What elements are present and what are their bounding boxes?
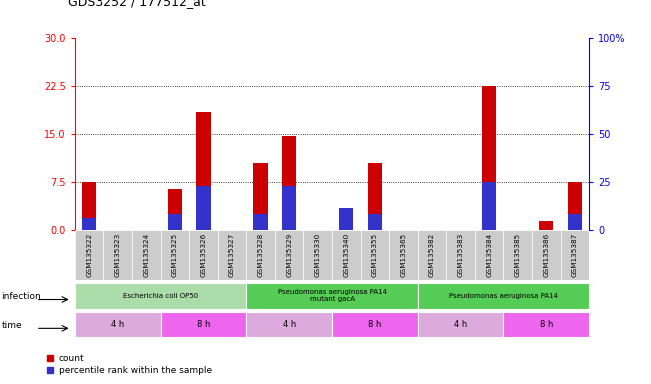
- Text: GSM135365: GSM135365: [400, 233, 406, 277]
- Bar: [503, 311, 589, 338]
- Text: GSM135330: GSM135330: [314, 233, 321, 277]
- Bar: [132, 230, 161, 280]
- Text: GSM135340: GSM135340: [343, 233, 350, 277]
- Text: GSM135326: GSM135326: [201, 233, 206, 277]
- Bar: [82, 182, 96, 230]
- Text: GSM135355: GSM135355: [372, 233, 378, 277]
- Text: Pseudomonas aeruginosa PA14: Pseudomonas aeruginosa PA14: [449, 293, 558, 299]
- Bar: [104, 230, 132, 280]
- Text: GSM135327: GSM135327: [229, 233, 235, 277]
- Text: GSM135325: GSM135325: [172, 233, 178, 277]
- Text: GSM135386: GSM135386: [544, 233, 549, 277]
- Bar: [75, 230, 104, 280]
- Text: GSM135385: GSM135385: [515, 233, 521, 277]
- Bar: [482, 86, 496, 230]
- Bar: [217, 230, 246, 280]
- Text: 8 h: 8 h: [540, 320, 553, 329]
- Text: GSM135383: GSM135383: [458, 233, 464, 277]
- Bar: [561, 230, 589, 280]
- Bar: [332, 311, 418, 338]
- Bar: [361, 230, 389, 280]
- Bar: [197, 185, 210, 230]
- Text: GSM135323: GSM135323: [115, 233, 120, 277]
- Text: GSM135382: GSM135382: [429, 233, 435, 277]
- Bar: [482, 182, 496, 230]
- Bar: [568, 214, 582, 230]
- Bar: [532, 230, 561, 280]
- Bar: [189, 230, 217, 280]
- Text: GSM135384: GSM135384: [486, 233, 492, 277]
- Text: 4 h: 4 h: [111, 320, 124, 329]
- Bar: [418, 230, 447, 280]
- Bar: [368, 163, 382, 230]
- Bar: [246, 311, 332, 338]
- Bar: [339, 208, 353, 230]
- Bar: [253, 214, 268, 230]
- Bar: [332, 230, 361, 280]
- Bar: [503, 230, 532, 280]
- Bar: [418, 283, 589, 309]
- Bar: [282, 185, 296, 230]
- Text: GSM135387: GSM135387: [572, 233, 578, 277]
- Bar: [275, 230, 303, 280]
- Bar: [389, 230, 418, 280]
- Text: GSM135329: GSM135329: [286, 233, 292, 277]
- Bar: [447, 230, 475, 280]
- Text: time: time: [1, 321, 22, 329]
- Bar: [368, 214, 382, 230]
- Bar: [253, 163, 268, 230]
- Text: 8 h: 8 h: [197, 320, 210, 329]
- Bar: [246, 230, 275, 280]
- Bar: [168, 189, 182, 230]
- Bar: [418, 311, 503, 338]
- Text: 8 h: 8 h: [368, 320, 381, 329]
- Text: GSM135324: GSM135324: [143, 233, 149, 277]
- Text: infection: infection: [1, 292, 41, 301]
- Bar: [75, 311, 161, 338]
- Bar: [161, 230, 189, 280]
- Text: GSM135328: GSM135328: [258, 233, 264, 277]
- Text: Pseudomonas aeruginosa PA14
mutant gacA: Pseudomonas aeruginosa PA14 mutant gacA: [277, 289, 387, 302]
- Bar: [568, 182, 582, 230]
- Bar: [282, 136, 296, 230]
- Legend: count, percentile rank within the sample: count, percentile rank within the sample: [47, 354, 212, 375]
- Bar: [161, 311, 246, 338]
- Bar: [168, 214, 182, 230]
- Text: GDS3252 / 177512_at: GDS3252 / 177512_at: [68, 0, 206, 8]
- Bar: [339, 208, 353, 230]
- Bar: [82, 218, 96, 230]
- Bar: [303, 230, 332, 280]
- Bar: [75, 283, 246, 309]
- Bar: [539, 221, 553, 230]
- Bar: [197, 112, 210, 230]
- Text: GSM135322: GSM135322: [86, 233, 92, 277]
- Bar: [475, 230, 503, 280]
- Bar: [246, 283, 418, 309]
- Text: 4 h: 4 h: [454, 320, 467, 329]
- Text: 4 h: 4 h: [283, 320, 296, 329]
- Text: Escherichia coli OP50: Escherichia coli OP50: [123, 293, 198, 299]
